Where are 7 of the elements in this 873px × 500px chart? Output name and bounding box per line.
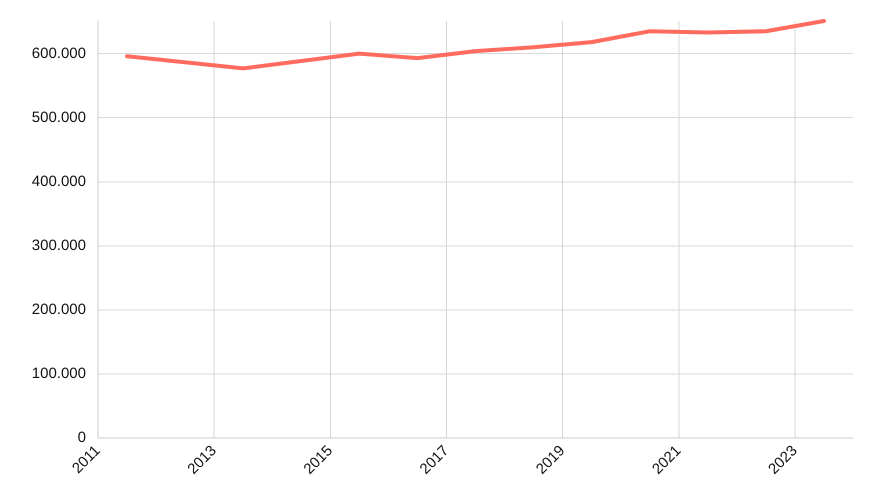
y-tick-label: 600.000 xyxy=(32,44,86,62)
y-tick-label: 100.000 xyxy=(32,365,86,382)
y-tick-label: 0 xyxy=(78,429,86,446)
y-tick-label: 500.000 xyxy=(32,108,86,126)
y-tick-label: 200.000 xyxy=(32,301,86,318)
y-tick-label: 400.000 xyxy=(32,172,86,190)
y-tick-label: 300.000 xyxy=(32,236,86,254)
